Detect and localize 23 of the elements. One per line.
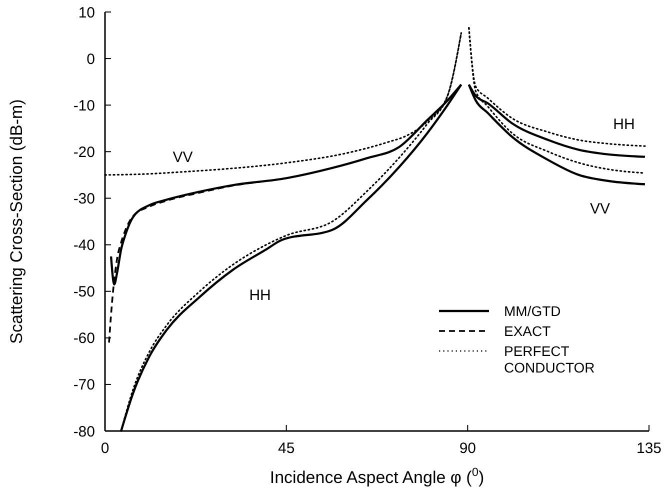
x-tick-label: 135 [636, 440, 662, 457]
legend-label: MM/GTD [504, 302, 561, 319]
y-tick-label: -20 [73, 144, 95, 161]
y-tick-label: -50 [73, 284, 95, 301]
y-tick-label: -70 [73, 376, 95, 394]
y-tick-label: -80 [73, 423, 95, 440]
annotation: VV [590, 200, 610, 218]
annotation: VV [172, 149, 193, 166]
legend-label: PERFECT CONDUCTOR [504, 342, 595, 376]
x-axis-title: Incidence Aspect Angle φ ($^{0}$) [270, 465, 484, 487]
x-tick-label: 45 [278, 440, 295, 457]
y-tick-label: -10 [73, 97, 95, 114]
y-tick-label: 10 [78, 4, 95, 22]
x-tick-label: 0 [100, 440, 110, 457]
x-tick-label: 90 [459, 440, 476, 457]
y-tick-label: -60 [73, 330, 95, 348]
y-tick-label: -40 [73, 237, 95, 254]
annotation: HH [613, 116, 635, 134]
y-tick-label: -30 [73, 190, 95, 208]
annotation: HH [249, 287, 271, 304]
y-axis-title: Scattering Cross-Section (dB-m) [7, 99, 26, 344]
y-tick-label: 0 [86, 50, 95, 68]
legend-label: EXACT [504, 322, 552, 339]
